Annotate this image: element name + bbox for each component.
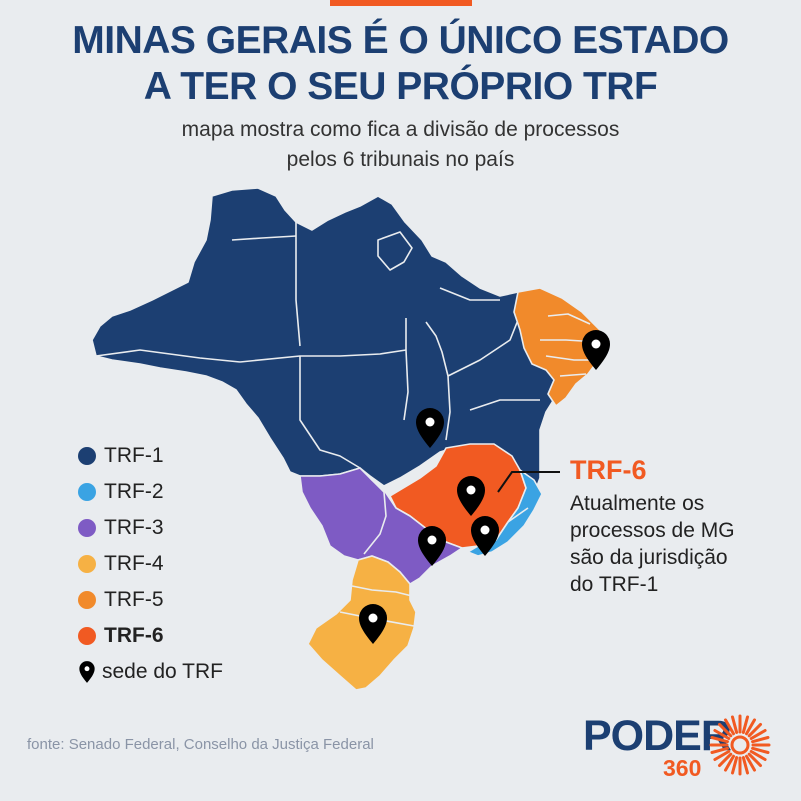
sun-ray [751,746,770,755]
legend: TRF-1 TRF-2 TRF-3 TRF-4 TRF-5 TRF-6 sede… [78,438,223,690]
sun-ray [713,729,731,740]
sun-ray [724,754,735,772]
callout-line [497,471,560,493]
sun-ray [741,715,750,734]
legend-label: TRF-5 [104,588,164,611]
sun-ray [749,750,767,761]
legend-swatch [78,555,96,573]
legend-label: TRF-3 [104,516,164,539]
sun-ray [713,750,731,761]
sun-ray [724,718,735,736]
legend-swatch [78,627,96,645]
sun-ray [741,756,750,775]
sun-rays-icon [709,714,771,776]
sun-ray [747,722,763,738]
legend-item-trf2: TRF-2 [78,474,223,510]
legend-label: TRF-1 [104,444,164,467]
legend-item-trf4: TRF-4 [78,546,223,582]
legend-swatch [78,591,96,609]
title-line-1: MINAS GERAIS É O ÚNICO ESTADO [72,19,729,62]
callout-body: Atualmente os processos de MG são da jur… [570,490,790,598]
callout-line-4: do TRF-1 [570,573,659,596]
legend-item-trf5: TRF-5 [78,582,223,618]
legend-label: TRF-2 [104,480,164,503]
subtitle-line-2: pelos 6 tribunais no país [286,148,515,171]
page-title: MINAS GERAIS É O ÚNICO ESTADO A TER O SE… [0,18,801,110]
legend-swatch [78,483,96,501]
callout-line-2: processos de MG [570,519,735,542]
legend-label: sede do TRF [102,660,224,683]
legend-label: TRF-6 [104,624,164,647]
legend-item-trf1: TRF-1 [78,438,223,474]
map-pin-icon [79,661,95,683]
sun-ray [749,729,767,740]
sun-ray [710,735,729,744]
sun-ray [717,752,733,768]
source-note: fonte: Senado Federal, Conselho da Justi… [27,736,374,753]
subtitle: mapa mostra como fica a divisão de proce… [0,115,801,175]
sun-ray [747,752,763,768]
sun-ray [717,722,733,738]
sun-ray [730,756,739,775]
callout-title: TRF-6 [570,455,647,485]
region-trf2 [467,469,543,557]
sun-ray [745,754,756,772]
legend-item-trf3: TRF-3 [78,510,223,546]
legend-label: TRF-4 [104,552,164,575]
sun-ray [730,715,739,734]
region-trf5 [513,287,605,407]
legend-item-pin: sede do TRF [78,654,223,690]
subtitle-line-1: mapa mostra como fica a divisão de proce… [181,118,620,141]
legend-swatch [78,447,96,465]
sun-ray [710,746,729,755]
callout-line-3: são da jurisdição [570,546,728,569]
logo-word: PODER [583,712,732,760]
poder360-logo: PODER 360 [583,713,778,783]
title-line-2: A TER O SEU PRÓPRIO TRF [143,65,658,108]
top-accent-bar [330,0,472,6]
legend-swatch [78,519,96,537]
callout-line-1: Atualmente os [570,492,705,515]
legend-item-trf6: TRF-6 [78,618,223,654]
sun-ray [745,718,756,736]
sun-ray [751,735,770,744]
logo-number: 360 [663,755,702,781]
